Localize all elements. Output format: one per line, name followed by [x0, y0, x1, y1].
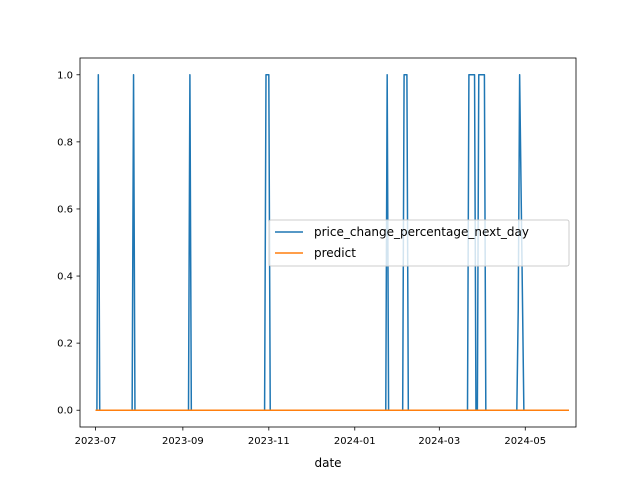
legend-label-price-change: price_change_percentage_next_day	[314, 225, 529, 239]
x-tick-label: 2023-11	[248, 436, 290, 447]
x-tick-label: 2023-07	[75, 436, 117, 447]
y-tick-label: 0.4	[57, 272, 73, 283]
x-tick-label: 2024-03	[418, 436, 460, 447]
legend-box	[268, 219, 570, 267]
x-tick-label: 2023-09	[162, 436, 204, 447]
plot-lines	[95, 74, 569, 411]
y-tick-label: 0.8	[57, 137, 73, 148]
y-tick-label: 1.0	[57, 70, 73, 81]
x-axis-label: date	[314, 456, 341, 470]
y-tick-label: 0.6	[57, 204, 73, 215]
legend: price_change_percentage_next_day predict	[268, 219, 570, 267]
x-tick-label: 2024-05	[504, 436, 546, 447]
x-axis: 2023-07 2023-09 2023-11 2024-01 2024-03 2024-…	[75, 427, 546, 447]
x-tick-label: 2024-01	[334, 436, 376, 447]
y-axis: 0.0 0.2 0.4 0.6 0.8 1.0	[57, 70, 80, 417]
y-tick-label: 0.0	[57, 406, 73, 417]
axes-frame	[79, 57, 577, 428]
y-tick-label: 0.2	[57, 339, 73, 350]
legend-label-predict: predict	[314, 246, 356, 260]
